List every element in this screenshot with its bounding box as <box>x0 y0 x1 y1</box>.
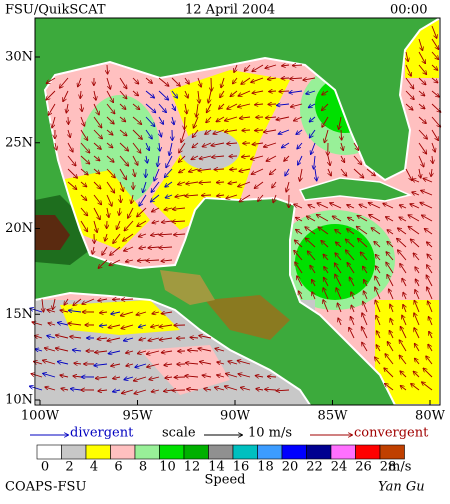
colorbar-swatch <box>184 445 209 459</box>
colorbar-tick-label: 8 <box>139 460 147 475</box>
lat-tick-label: 20N <box>5 221 33 236</box>
wind-vector <box>293 65 302 66</box>
colorbar-label: Speed <box>205 473 246 488</box>
lon-tick-label: 85W <box>318 409 349 424</box>
wind-vector <box>217 182 224 183</box>
wind-vector <box>269 91 276 92</box>
wind-vector <box>107 65 108 74</box>
colorbar-swatch <box>331 445 356 459</box>
wind-vector <box>113 299 120 300</box>
colorbar-tick-label: 2 <box>65 460 73 475</box>
legend: divergent scale 10 m/s convergent <box>30 426 429 441</box>
colorbar-swatch <box>160 445 185 459</box>
colorbar-swatch <box>209 445 234 459</box>
wind-vector <box>202 195 211 196</box>
colorbar-swatch <box>37 445 62 459</box>
credit: COAPS-FSU <box>5 480 86 495</box>
colorbar-swatch <box>307 445 332 459</box>
wind-vector <box>268 376 276 377</box>
lat-tick-label: 30N <box>5 50 33 65</box>
map <box>30 18 441 405</box>
wind-vector <box>242 130 250 131</box>
colorbar-tick-label: 20 <box>282 460 299 475</box>
colorbar-swatch <box>233 445 258 459</box>
colorbar-swatch <box>380 445 405 459</box>
colorbar-tick-label: 10 <box>159 460 176 475</box>
lon-tick-label: 80W <box>415 409 446 424</box>
wind-vector <box>281 78 289 79</box>
speed-patch <box>180 130 240 170</box>
colorbar-tick-label: 18 <box>257 460 274 475</box>
wind-vector <box>341 130 342 140</box>
colorbar-tick-label: 6 <box>114 460 122 475</box>
colorbar-tick-label: 26 <box>355 460 372 475</box>
colorbar-tick-label: 12 <box>184 460 201 475</box>
title: FSU/QuikSCAT <box>5 3 106 18</box>
lat-tick-label: 10N <box>5 393 33 408</box>
lat-tick-label: 15N <box>5 307 33 322</box>
lon-tick-label: 100W <box>21 409 60 424</box>
colorbar-swatch <box>111 445 136 459</box>
speed-patch <box>295 224 375 300</box>
colorbar-swatch <box>62 445 87 459</box>
colorbar-swatch <box>282 445 307 459</box>
colorbar-swatch <box>86 445 111 459</box>
lat-tick-label: 25N <box>5 135 33 150</box>
wind-vector <box>255 130 263 131</box>
colorbar-tick-label: 24 <box>331 460 348 475</box>
scale-value: 10 m/s <box>248 426 292 441</box>
lon-tick-label: 90W <box>220 409 251 424</box>
convergent-label: convergent <box>354 426 429 441</box>
colorbar-swatch <box>258 445 283 459</box>
author: Yan Gu <box>378 480 425 495</box>
colorbar-swatch <box>135 445 160 459</box>
wind-vector <box>184 117 185 129</box>
colorbar-tick-label: 22 <box>306 460 323 475</box>
divergent-label: divergent <box>70 426 134 441</box>
colorbar-unit: m/s <box>388 460 411 475</box>
lon-tick-label: 95W <box>123 409 154 424</box>
colorbar-tick-label: 4 <box>90 460 98 475</box>
wind-vector <box>230 169 237 170</box>
date: 12 April 2004 <box>185 3 275 18</box>
wind-vector <box>214 169 224 170</box>
wind-vector <box>279 91 289 92</box>
time: 00:00 <box>390 3 427 18</box>
scale-label: scale <box>162 426 196 441</box>
colorbar-swatch <box>356 445 381 459</box>
colorbar-tick-label: 0 <box>41 460 49 475</box>
